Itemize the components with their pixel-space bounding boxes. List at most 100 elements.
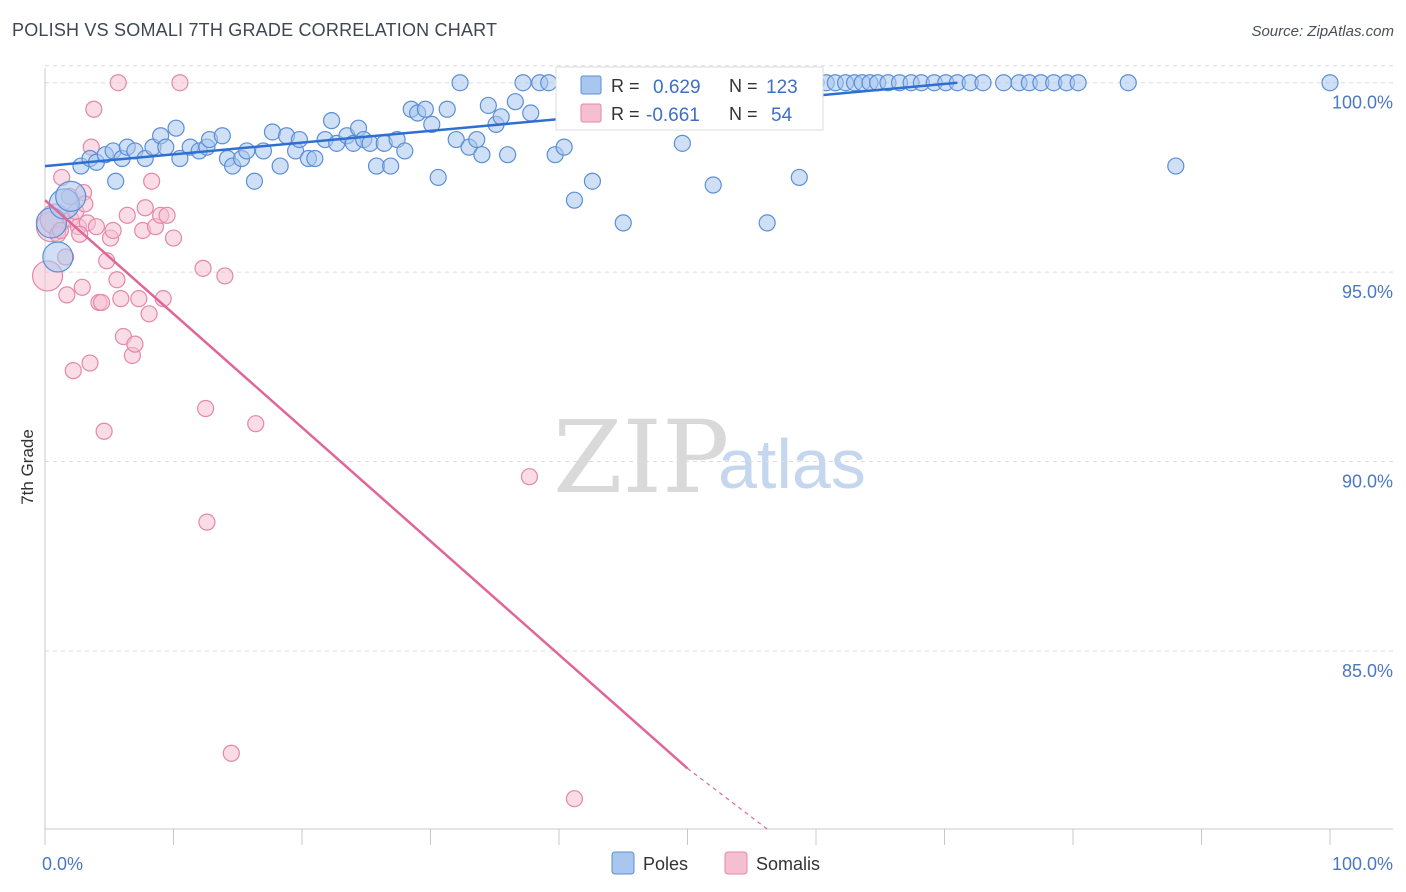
somali-point-32 <box>126 335 144 353</box>
poles-r-label: R = <box>611 76 640 96</box>
pole-point-69 <box>540 74 558 92</box>
pole-point-67 <box>522 104 540 122</box>
legend-poles-swatch <box>611 851 635 875</box>
y-axis-label: 7th Grade <box>18 429 37 505</box>
pole-point-27 <box>238 142 256 160</box>
somalis-trend-line <box>44 199 689 770</box>
pole-point-1 <box>42 241 74 273</box>
y-tick-label-1: 95.0% <box>1342 282 1393 302</box>
pole-point-87 <box>673 134 691 152</box>
poles-r-value: 0.629 <box>653 77 701 98</box>
poles-n-label: N = <box>729 76 758 96</box>
pole-point-53 <box>423 115 441 133</box>
somali-point-49 <box>247 415 265 433</box>
pole-point-52 <box>416 100 434 118</box>
stats-legend: R = 0.629 N = 123 R = -0.661 N = 54 <box>555 66 824 131</box>
somalis-swatch <box>580 103 602 123</box>
somali-point-48 <box>222 744 240 762</box>
pole-point-120 <box>974 74 992 92</box>
somali-point-28 <box>112 290 130 308</box>
pole-point-73 <box>565 191 584 209</box>
somali-point-13 <box>73 278 91 296</box>
somali-point-21 <box>92 293 111 312</box>
somali-point-45 <box>197 399 215 418</box>
somalis-n-label: N = <box>729 104 758 124</box>
pole-point-60 <box>473 146 491 164</box>
somali-point-50 <box>520 468 539 486</box>
pole-point-55 <box>438 100 456 118</box>
pole-point-130 <box>1321 74 1339 92</box>
somali-point-10 <box>64 362 82 380</box>
somali-point-7 <box>58 286 76 304</box>
pole-point-65 <box>506 93 524 111</box>
axes <box>44 68 1393 845</box>
poles-swatch <box>580 75 602 95</box>
pole-point-129 <box>1167 157 1185 175</box>
pole-point-59 <box>468 130 486 149</box>
pole-point-56 <box>447 130 465 149</box>
pole-point-34 <box>290 130 309 149</box>
pole-point-121 <box>995 74 1013 92</box>
pole-point-9 <box>107 172 125 190</box>
y-tick-label-3: 85.0% <box>1342 661 1393 681</box>
pole-point-38 <box>322 112 341 130</box>
somali-point-43 <box>171 74 189 92</box>
pole-point-36 <box>306 149 324 168</box>
somali-point-37 <box>143 172 161 190</box>
pole-point-66 <box>514 74 532 92</box>
somali-point-18 <box>85 100 103 118</box>
grid: 100.0% 95.0% 90.0% 85.0% <box>45 65 1393 681</box>
pole-point-54 <box>429 168 447 187</box>
somali-point-25 <box>104 221 122 240</box>
pole-point-91 <box>704 176 722 194</box>
pole-point-64 <box>499 146 517 164</box>
somalis-n-value: 54 <box>771 105 793 126</box>
somali-point-46 <box>198 513 216 531</box>
chart-title: POLISH VS SOMALI 7TH GRADE CORRELATION C… <box>12 20 498 40</box>
somalis-trend-extension <box>687 767 768 830</box>
somali-point-16 <box>81 354 99 372</box>
somali-point-26 <box>108 271 126 289</box>
pole-point-31 <box>271 157 289 175</box>
somali-point-42 <box>164 229 183 247</box>
legend-somalis-label: Somalis <box>756 854 820 874</box>
somali-point-35 <box>136 199 154 217</box>
pole-point-16 <box>157 138 175 156</box>
x-tick-right: 100.0% <box>1332 854 1393 874</box>
pole-point-47 <box>382 157 400 175</box>
pole-point-30 <box>263 123 282 141</box>
pole-point-102 <box>790 168 808 187</box>
pole-point-127 <box>1069 74 1087 92</box>
somali-point-41 <box>158 206 176 224</box>
legend-poles-label: Poles <box>643 854 688 874</box>
somalis-r-value: -0.661 <box>646 105 700 126</box>
pole-point-79 <box>614 214 632 232</box>
x-tick-left: 0.0% <box>42 854 83 874</box>
pole-point-49 <box>396 142 414 160</box>
somali-point-47 <box>216 267 234 285</box>
somali-point-44 <box>194 259 212 277</box>
somalis-r-label: R = <box>611 104 640 124</box>
watermark-atlas: atlas <box>718 425 866 503</box>
poles-n-value: 123 <box>766 77 798 98</box>
pole-point-17 <box>167 119 185 137</box>
pole-point-57 <box>451 74 469 92</box>
pole-point-61 <box>479 96 497 115</box>
pole-point-128 <box>1119 74 1137 92</box>
bottom-legend: Poles Somalis <box>611 851 820 875</box>
somali-point-22 <box>95 422 113 440</box>
y-tick-label-2: 90.0% <box>1342 472 1393 492</box>
somali-point-33 <box>130 290 148 308</box>
somali-point-19 <box>87 218 106 236</box>
source-credit: Source: ZipAtlas.com <box>1251 23 1394 40</box>
legend-somalis-swatch <box>724 851 748 875</box>
watermark-zip: ZIP <box>553 399 729 516</box>
somali-point-27 <box>109 74 127 92</box>
somali-point-51 <box>565 790 584 808</box>
pole-point-63 <box>492 108 510 126</box>
somali-point-53 <box>71 225 89 243</box>
pole-point-71 <box>555 138 573 156</box>
y-tick-label-0: 100.0% <box>1332 93 1393 113</box>
somali-point-36 <box>140 305 158 323</box>
